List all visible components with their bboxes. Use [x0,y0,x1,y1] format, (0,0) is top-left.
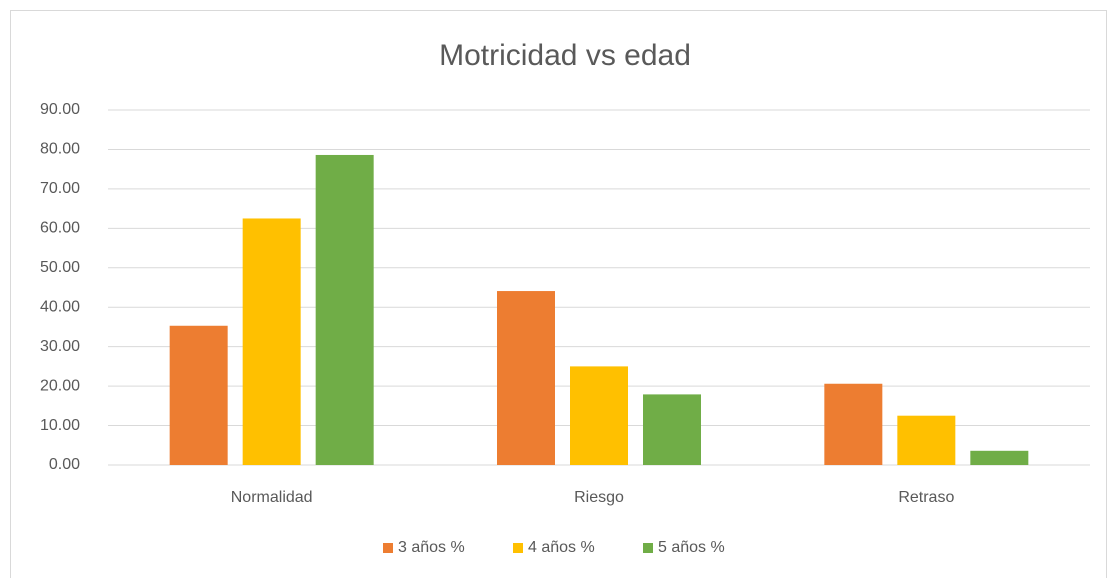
bar [315,154,374,465]
legend-swatch [643,543,653,553]
legend-swatch [383,543,393,553]
bar [897,415,956,465]
y-tick-label: 70.00 [40,180,80,197]
y-tick-label: 80.00 [40,141,80,158]
legend-swatch [513,543,523,553]
bar [643,394,701,465]
bar [570,366,628,465]
bar [824,383,883,465]
y-tick-label: 60.00 [40,220,80,237]
legend-label: 4 años % [528,539,595,556]
bar [242,218,301,465]
legend-label: 3 años % [398,539,465,556]
y-tick-label: 10.00 [40,417,80,434]
x-tick-label: Riesgo [574,489,624,506]
bar [497,291,555,465]
chart-border [10,10,1107,578]
y-tick-label: 0.00 [49,456,80,473]
y-tick-label: 30.00 [40,338,80,355]
y-tick-label: 90.00 [40,101,80,118]
x-tick-label: Retraso [898,489,954,506]
legend-label: 5 años % [658,539,725,556]
chart-title: Motricidad vs edad [439,39,691,72]
y-tick-label: 40.00 [40,298,80,315]
y-tick-label: 20.00 [40,377,80,394]
y-tick-label: 50.00 [40,259,80,276]
bar [169,325,228,465]
bar [970,450,1029,465]
x-tick-label: Normalidad [231,489,313,506]
